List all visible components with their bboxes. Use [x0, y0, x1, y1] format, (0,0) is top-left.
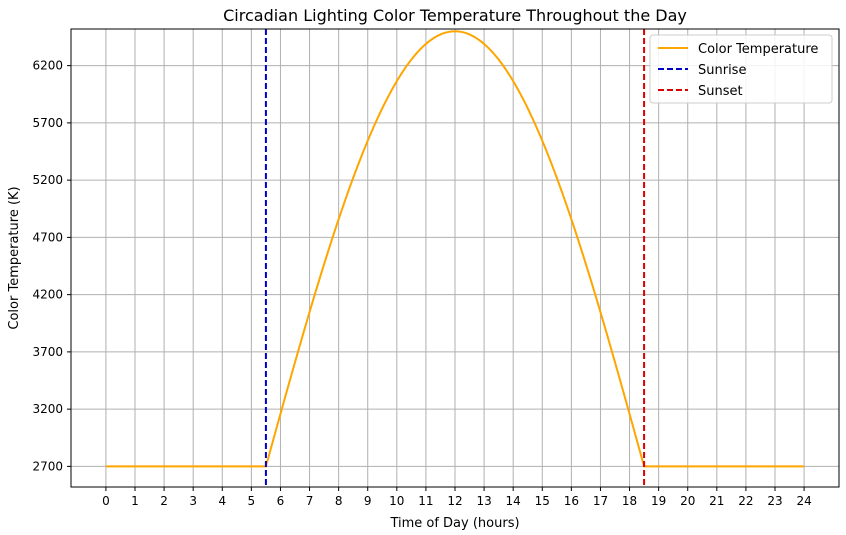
- x-tick-label: 12: [447, 494, 462, 508]
- x-tick-label: 10: [389, 494, 404, 508]
- y-tick-label: 4700: [32, 230, 63, 244]
- x-tick-label: 24: [796, 494, 811, 508]
- x-tick-label: 22: [738, 494, 753, 508]
- x-tick-label: 20: [680, 494, 695, 508]
- x-tick-label: 6: [277, 494, 285, 508]
- color-temperature-line: [105, 30, 805, 468]
- legend-label: Color Temperature: [698, 42, 818, 57]
- grid: [71, 29, 839, 487]
- y-axis-label: Color Temperature (K): [7, 186, 22, 329]
- y-ticks: 2700 3200 3700 4200 4700 5200 5700 6200: [32, 59, 71, 473]
- y-tick-label: 5700: [32, 116, 63, 130]
- x-ticks: 0 1 2 3 4 5 6 7 8 9 10 11 12 13 14 15 16 17 18 19 20 21 22 23 24: [102, 487, 812, 508]
- legend-label: Sunset: [698, 84, 743, 99]
- x-tick-label: 7: [306, 494, 314, 508]
- x-tick-label: 21: [709, 494, 724, 508]
- plot-frame: [70, 28, 840, 488]
- legend-label: Sunrise: [698, 63, 746, 78]
- y-tick-label: 6200: [32, 59, 63, 73]
- y-tick-label: 5200: [32, 173, 63, 187]
- x-tick-label: 13: [476, 494, 491, 508]
- x-tick-label: 19: [651, 494, 666, 508]
- x-tick-label: 11: [418, 494, 433, 508]
- legend-box: [649, 34, 833, 104]
- x-tick-label: 16: [564, 494, 579, 508]
- x-tick-label: 9: [364, 494, 372, 508]
- y-tick-label: 4200: [32, 288, 63, 302]
- y-tick-label: 3700: [32, 345, 63, 359]
- x-tick-label: 23: [767, 494, 782, 508]
- x-tick-label: 5: [248, 494, 256, 508]
- x-tick-label: 18: [622, 494, 637, 508]
- legend: Color Temperature Sunrise Sunset: [649, 34, 833, 104]
- x-tick-label: 1: [131, 494, 139, 508]
- x-tick-label: 0: [102, 494, 110, 508]
- chart-title: Circadian Lighting Color Temperature Thr…: [223, 6, 687, 25]
- x-tick-label: 8: [335, 494, 343, 508]
- x-tick-label: 2: [160, 494, 168, 508]
- x-axis-label: Time of Day (hours): [389, 516, 519, 531]
- y-tick-label: 2700: [32, 459, 63, 473]
- y-tick-label: 3200: [32, 402, 63, 416]
- x-tick-label: 15: [535, 494, 550, 508]
- x-tick-label: 3: [189, 494, 197, 508]
- x-tick-label: 17: [593, 494, 608, 508]
- x-tick-label: 4: [218, 494, 226, 508]
- series-layer: [105, 29, 805, 487]
- x-tick-label: 14: [506, 494, 521, 508]
